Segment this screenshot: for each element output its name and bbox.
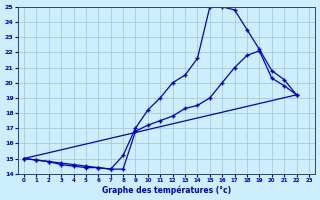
X-axis label: Graphe des températures (°c): Graphe des températures (°c) — [102, 186, 231, 195]
